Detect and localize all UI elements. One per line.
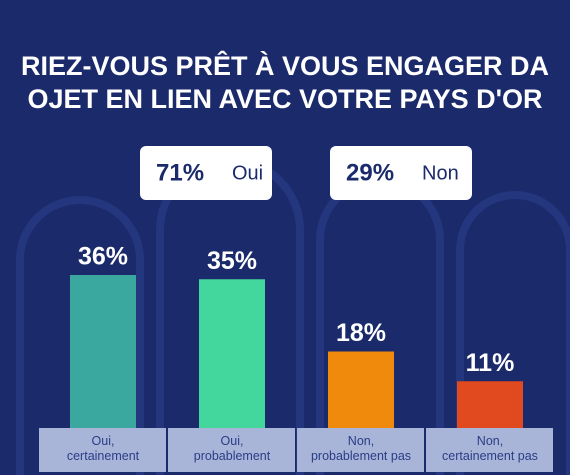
total-label: Oui <box>232 162 263 184</box>
total-value: 29% <box>346 159 394 186</box>
total-box <box>140 146 272 200</box>
category-band <box>426 428 553 472</box>
total-label: Non <box>422 162 459 184</box>
bar <box>328 351 394 428</box>
x-tick-label: Oui, probablement <box>194 434 271 463</box>
value-label: 11% <box>466 349 515 377</box>
bar <box>70 275 136 428</box>
x-tick-label: Non, probablement pas <box>311 434 411 463</box>
total-box <box>330 146 472 200</box>
category-band <box>297 428 424 472</box>
category-band <box>39 428 166 472</box>
value-label: 36% <box>78 243 128 271</box>
category-band <box>168 428 295 472</box>
bar <box>199 279 265 428</box>
value-label: 35% <box>207 247 257 275</box>
chart-title: RIEZ-VOUS PRÊT À VOUS ENGAGER DA <box>21 50 549 81</box>
total-value: 71% <box>156 159 204 186</box>
chart-title: OJET EN LIEN AVEC VOTRE PAYS D'OR <box>27 84 542 114</box>
value-label: 18% <box>336 319 386 347</box>
x-tick-label: Non, certainement pas <box>442 434 538 463</box>
x-tick-label: Oui, certainement <box>67 434 140 463</box>
bar <box>457 381 523 428</box>
